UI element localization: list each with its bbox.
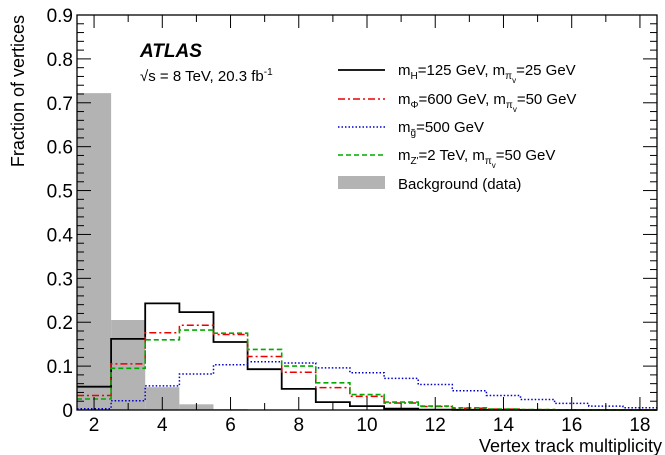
legend-swatch-background	[338, 176, 385, 189]
x-axis-title: Vertex track multiplicity	[479, 436, 662, 455]
background-bar	[111, 320, 146, 410]
legend-label: mZ'=2 TeV, mπv=50 GeV	[398, 147, 555, 170]
y-tick-label: 0.7	[47, 94, 73, 115]
legend-label: mg̃=500 GeV	[398, 119, 484, 139]
x-tick-label: 8	[293, 415, 304, 436]
legend-label: mH=125 GeV, mπv=25 GeV	[398, 62, 576, 85]
y-tick-label: 0.6	[47, 138, 73, 159]
legend-label-background: Background (data)	[398, 176, 521, 193]
x-tick-label: 10	[356, 415, 377, 436]
legend: mH=125 GeV, mπv=25 GeV mΦ=600 GeV, mπv=50…	[338, 62, 576, 193]
y-tick-label: 0.8	[47, 50, 73, 71]
y-tick-label: 0.2	[47, 313, 73, 334]
y-tick-label: 0.9	[47, 6, 73, 27]
x-tick-label: 16	[561, 415, 582, 436]
x-tick-label: 12	[425, 415, 446, 436]
x-tick-label: 4	[157, 415, 168, 436]
y-tick-label: 0.5	[47, 182, 73, 203]
y-tick-label: 0.1	[47, 357, 73, 378]
energy-lumi-label: √s = 8 TeV, 20.3 fb-1	[140, 67, 273, 85]
legend-label: mΦ=600 GeV, mπv=50 GeV	[398, 91, 576, 114]
y-tick-label: 0.4	[47, 225, 74, 246]
x-tick-label: 18	[629, 415, 650, 436]
y-axis-title: Fraction of vertices	[8, 15, 28, 167]
experiment-label: ATLAS	[139, 41, 202, 62]
axis-ticks	[77, 14, 657, 411]
series-line	[77, 360, 657, 410]
y-tick-label: 0	[62, 401, 73, 422]
x-tick-label: 2	[89, 415, 100, 436]
axis-tick-labels: 2 4 6 8 10 12 14 16 18 0 0.1 0.2 0.3 0.4 0.5 0.6 0.7 0.8 0…	[47, 6, 651, 436]
x-tick-label: 6	[225, 415, 236, 436]
y-tick-label: 0.3	[47, 269, 73, 290]
x-tick-label: 14	[493, 415, 515, 436]
